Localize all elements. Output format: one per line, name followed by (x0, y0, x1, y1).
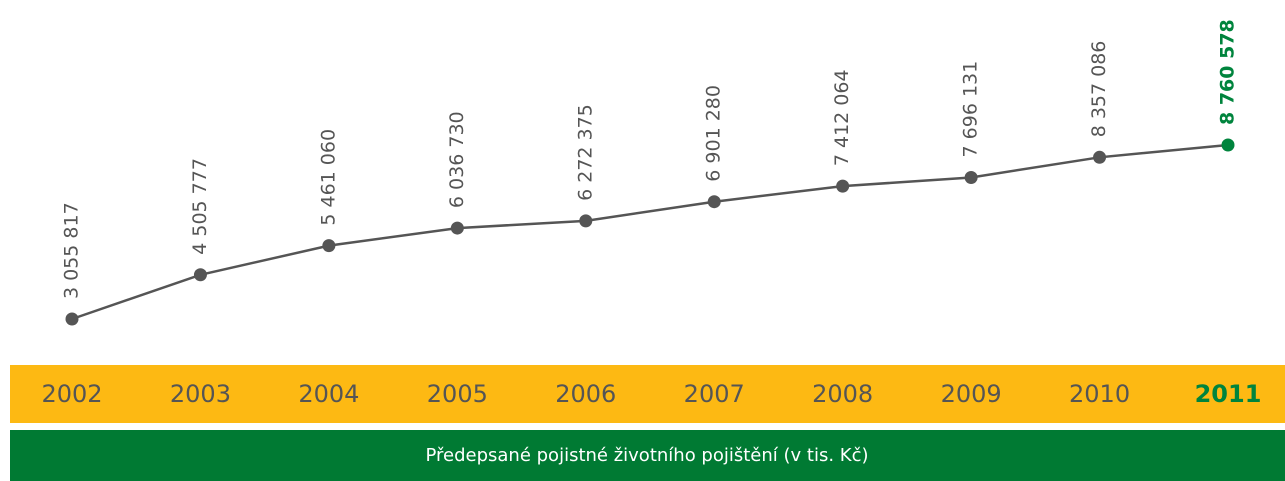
line (71, 143, 1229, 321)
x-tick-label: 2005 (427, 380, 488, 408)
data-point (1221, 138, 1235, 152)
data-point (322, 239, 336, 253)
data-label: 6 901 280 (703, 85, 725, 182)
title-band (10, 430, 1285, 481)
data-point (193, 268, 207, 282)
chart-title: Předepsané pojistné životního pojištění … (425, 445, 868, 466)
data-label: 5 461 060 (317, 129, 339, 226)
x-tick-label: 2002 (41, 380, 102, 408)
year-band (10, 365, 1285, 423)
data-label: 8 760 578 (1217, 19, 1239, 125)
x-tick-label: 2007 (684, 380, 745, 408)
data-label: 7 696 131 (960, 61, 982, 158)
x-tick-label: 2009 (941, 380, 1002, 408)
x-tick-label: 2011 (1195, 380, 1262, 408)
data-point (707, 195, 721, 209)
x-tick-label: 2010 (1069, 380, 1130, 408)
data-label: 3 055 817 (61, 202, 83, 299)
x-tick-label: 2006 (555, 380, 616, 408)
data-label: 4 505 777 (189, 158, 211, 255)
data-point (65, 312, 79, 326)
data-label: 7 412 064 (831, 69, 853, 166)
data-point (1093, 150, 1107, 164)
data-label: 6 036 730 (446, 111, 468, 208)
data-label: 8 357 086 (1088, 41, 1110, 138)
data-point (579, 214, 593, 228)
data-point (964, 170, 978, 184)
data-point (450, 221, 464, 235)
data-point (836, 179, 850, 193)
x-tick-label: 2008 (812, 380, 873, 408)
x-tick-label: 2004 (298, 380, 359, 408)
data-label: 6 272 375 (574, 104, 596, 201)
x-tick-label: 2003 (170, 380, 231, 408)
